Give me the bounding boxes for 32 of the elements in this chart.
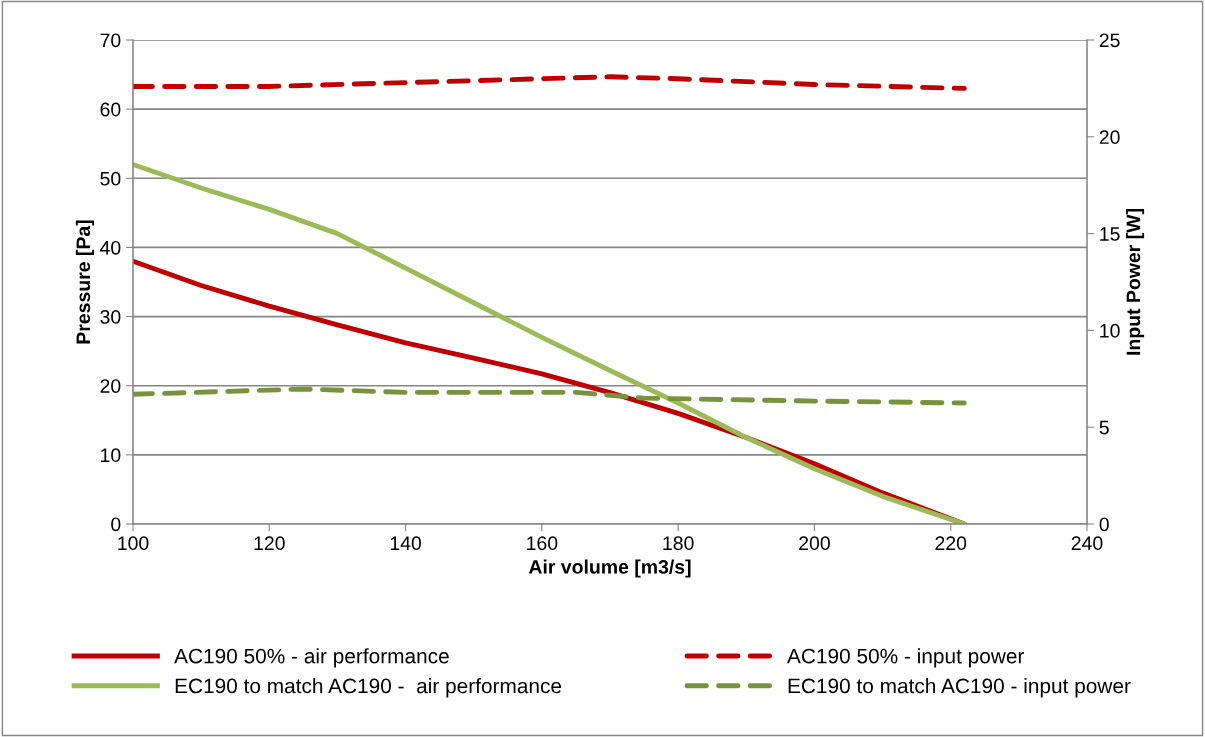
y-tick-label: 30 [100, 310, 121, 324]
legend-label: EC190 to match AC190 - air performance [175, 678, 562, 698]
y2-tick-label: 10 [1100, 323, 1120, 338]
x-tick-label: 180 [663, 536, 694, 551]
x-tick-label: 140 [390, 536, 422, 551]
x-axis-title: Air volume [m3/s] [528, 559, 691, 578]
y2-tick-label: 15 [1100, 227, 1120, 241]
y-tick-label: 50 [100, 171, 121, 186]
legend-label: EC190 to match AC190 - input power [788, 678, 1131, 698]
y2-tick-label: 0 [1099, 517, 1109, 532]
y-axis-title: Pressure [Pa] [75, 220, 95, 344]
y-tick-label: 40 [100, 240, 121, 255]
y2-tick-label: 20 [1099, 130, 1120, 145]
y2-tick-label: 5 [1099, 420, 1109, 435]
x-tick-label: 100 [118, 536, 149, 551]
legend-label: AC190 50% - input power [787, 648, 1025, 668]
line-series [133, 74, 967, 91]
x-tick-label: 240 [1071, 536, 1103, 551]
x-tick-label: 200 [799, 536, 830, 551]
y-tick-label: 70 [100, 33, 121, 48]
y-tick-label: 20 [100, 379, 121, 393]
y-tick-label: 0 [111, 517, 121, 532]
y-tick-label: 10 [101, 448, 121, 463]
y2-tick-label: 25 [1099, 33, 1120, 48]
x-tick-label: 160 [527, 536, 558, 551]
line-series [133, 162, 967, 524]
x-tick-label: 120 [254, 536, 285, 551]
line-series [133, 386, 967, 406]
y2-axis-title: Input Power [W] [1125, 209, 1145, 355]
y-tick-label: 60 [100, 102, 121, 117]
legend-label: AC190 50% - air performance [174, 648, 449, 668]
x-tick-label: 220 [935, 536, 967, 551]
